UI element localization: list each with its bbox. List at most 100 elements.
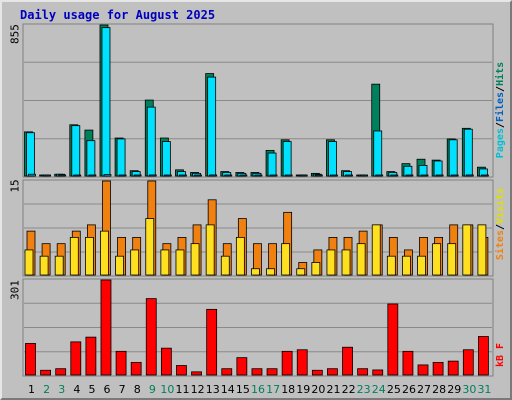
bar-sites-day-4 <box>69 236 79 276</box>
bar-files-day-28 <box>433 160 443 177</box>
bar-kbytes-day-8 <box>130 361 142 376</box>
bar-pages-day-4 <box>73 174 82 177</box>
day-label-28: 28 <box>432 383 446 396</box>
day-label-4: 4 <box>73 383 80 396</box>
bar-pages-day-14 <box>224 174 233 177</box>
bar-sites-day-31 <box>477 224 487 276</box>
bar-pages-day-10 <box>163 174 172 177</box>
bar-kbytes-day-22 <box>342 346 353 376</box>
legend-bottom: kB F <box>495 343 506 367</box>
bar-pages-day-25 <box>390 174 399 177</box>
day-label-11: 11 <box>176 383 190 396</box>
bar-kbytes-day-18 <box>281 350 293 376</box>
bar-sites-day-20 <box>311 262 321 276</box>
day-label-14: 14 <box>221 383 235 396</box>
bar-pages-day-15 <box>239 174 248 177</box>
bar-pages-day-21 <box>330 174 338 177</box>
bar-kbytes-day-21 <box>327 368 338 376</box>
day-label-19: 19 <box>296 383 310 396</box>
bar-sites-day-9 <box>145 218 155 276</box>
legend-entry: / <box>495 122 506 128</box>
legend-entry: Hits <box>494 62 506 86</box>
bar-kbytes-day-17 <box>266 368 278 376</box>
bar-pages-day-16 <box>254 174 263 177</box>
bar-sites-day-16 <box>251 268 260 276</box>
bar-sites-day-3 <box>54 255 64 276</box>
bar-sites-day-8 <box>130 249 140 276</box>
legend-top: Pages/Files/Hits <box>494 62 506 158</box>
bar-sites-day-7 <box>115 255 124 276</box>
legend-entry: kB F <box>495 343 506 367</box>
day-label-12: 12 <box>191 383 205 396</box>
legend-entry: / <box>495 224 506 230</box>
bar-pages-day-17 <box>269 174 278 177</box>
day-label-22: 22 <box>342 383 356 396</box>
bar-pages-day-20 <box>314 174 323 177</box>
bar-sites-day-10 <box>160 249 170 276</box>
bar-pages-day-18 <box>284 174 293 177</box>
bar-kbytes-day-6 <box>100 279 112 376</box>
bar-sites-day-29 <box>447 243 457 276</box>
bar-kbytes-day-14 <box>221 368 233 376</box>
bar-kbytes-day-20 <box>311 369 323 376</box>
bar-kbytes-day-27 <box>417 364 429 376</box>
bar-sites-day-6 <box>100 230 109 276</box>
bar-pages-day-9 <box>148 174 157 177</box>
bar-sites-day-19 <box>296 268 306 276</box>
bar-kbytes-day-26 <box>402 350 414 376</box>
bar-files-day-10 <box>161 141 171 177</box>
bar-kbytes-day-10 <box>160 347 172 376</box>
bar-kbytes-day-11 <box>176 365 187 376</box>
bar-files-day-9 <box>146 106 156 177</box>
day-label-27: 27 <box>417 383 431 396</box>
day-label-1: 1 <box>28 383 35 396</box>
bar-sites-day-12 <box>190 243 200 276</box>
bar-pages-day-28 <box>435 174 444 177</box>
day-label-31: 31 <box>477 383 491 396</box>
bar-sites-day-21 <box>326 249 336 276</box>
bar-files-day-24 <box>373 130 383 177</box>
bar-kbytes-day-5 <box>85 336 97 376</box>
day-label-13: 13 <box>206 383 220 396</box>
bar-kbytes-day-1 <box>25 343 36 376</box>
bar-pages-day-1 <box>28 173 36 177</box>
day-label-6: 6 <box>104 383 111 396</box>
bar-sites-day-27 <box>417 255 426 276</box>
legend-entry: Visits <box>494 188 506 224</box>
bar-sites-day-25 <box>386 255 396 276</box>
bar-kbytes-day-16 <box>251 368 263 376</box>
y-max-label-top: 855 <box>9 24 22 44</box>
bar-pages-day-3 <box>58 174 67 177</box>
bar-pages-day-2 <box>43 174 51 177</box>
y-max-label-middle: 15 <box>9 179 22 192</box>
day-label-10: 10 <box>160 383 174 396</box>
bar-pages-day-24 <box>375 174 384 177</box>
bar-kbytes-day-19 <box>296 349 308 376</box>
bar-sites-day-17 <box>266 268 275 276</box>
day-label-16: 16 <box>251 383 265 396</box>
day-label-21: 21 <box>326 383 340 396</box>
bar-kbytes-day-24 <box>372 369 384 376</box>
day-label-3: 3 <box>58 383 65 396</box>
day-label-17: 17 <box>266 383 280 396</box>
bar-pages-day-8 <box>133 174 142 177</box>
bar-pages-day-11 <box>179 174 187 177</box>
day-label-29: 29 <box>447 383 461 396</box>
bar-sites-day-13 <box>205 224 215 276</box>
day-label-7: 7 <box>119 383 126 396</box>
bar-sites-day-11 <box>175 249 185 276</box>
day-label-9: 9 <box>149 383 156 396</box>
day-label-30: 30 <box>462 383 476 396</box>
day-label-26: 26 <box>402 383 416 396</box>
bar-files-day-26 <box>403 165 413 177</box>
bar-sites-day-15 <box>235 236 245 276</box>
bar-kbytes-day-3 <box>55 368 67 376</box>
bar-files-day-7 <box>116 138 126 177</box>
bar-sites-day-26 <box>402 255 411 276</box>
bar-kbytes-day-7 <box>115 350 127 376</box>
bar-pages-day-30 <box>465 174 474 177</box>
bar-kbytes-day-4 <box>70 341 82 376</box>
bar-kbytes-day-15 <box>236 357 248 376</box>
day-label-23: 23 <box>357 383 371 396</box>
day-label-25: 25 <box>387 383 401 396</box>
